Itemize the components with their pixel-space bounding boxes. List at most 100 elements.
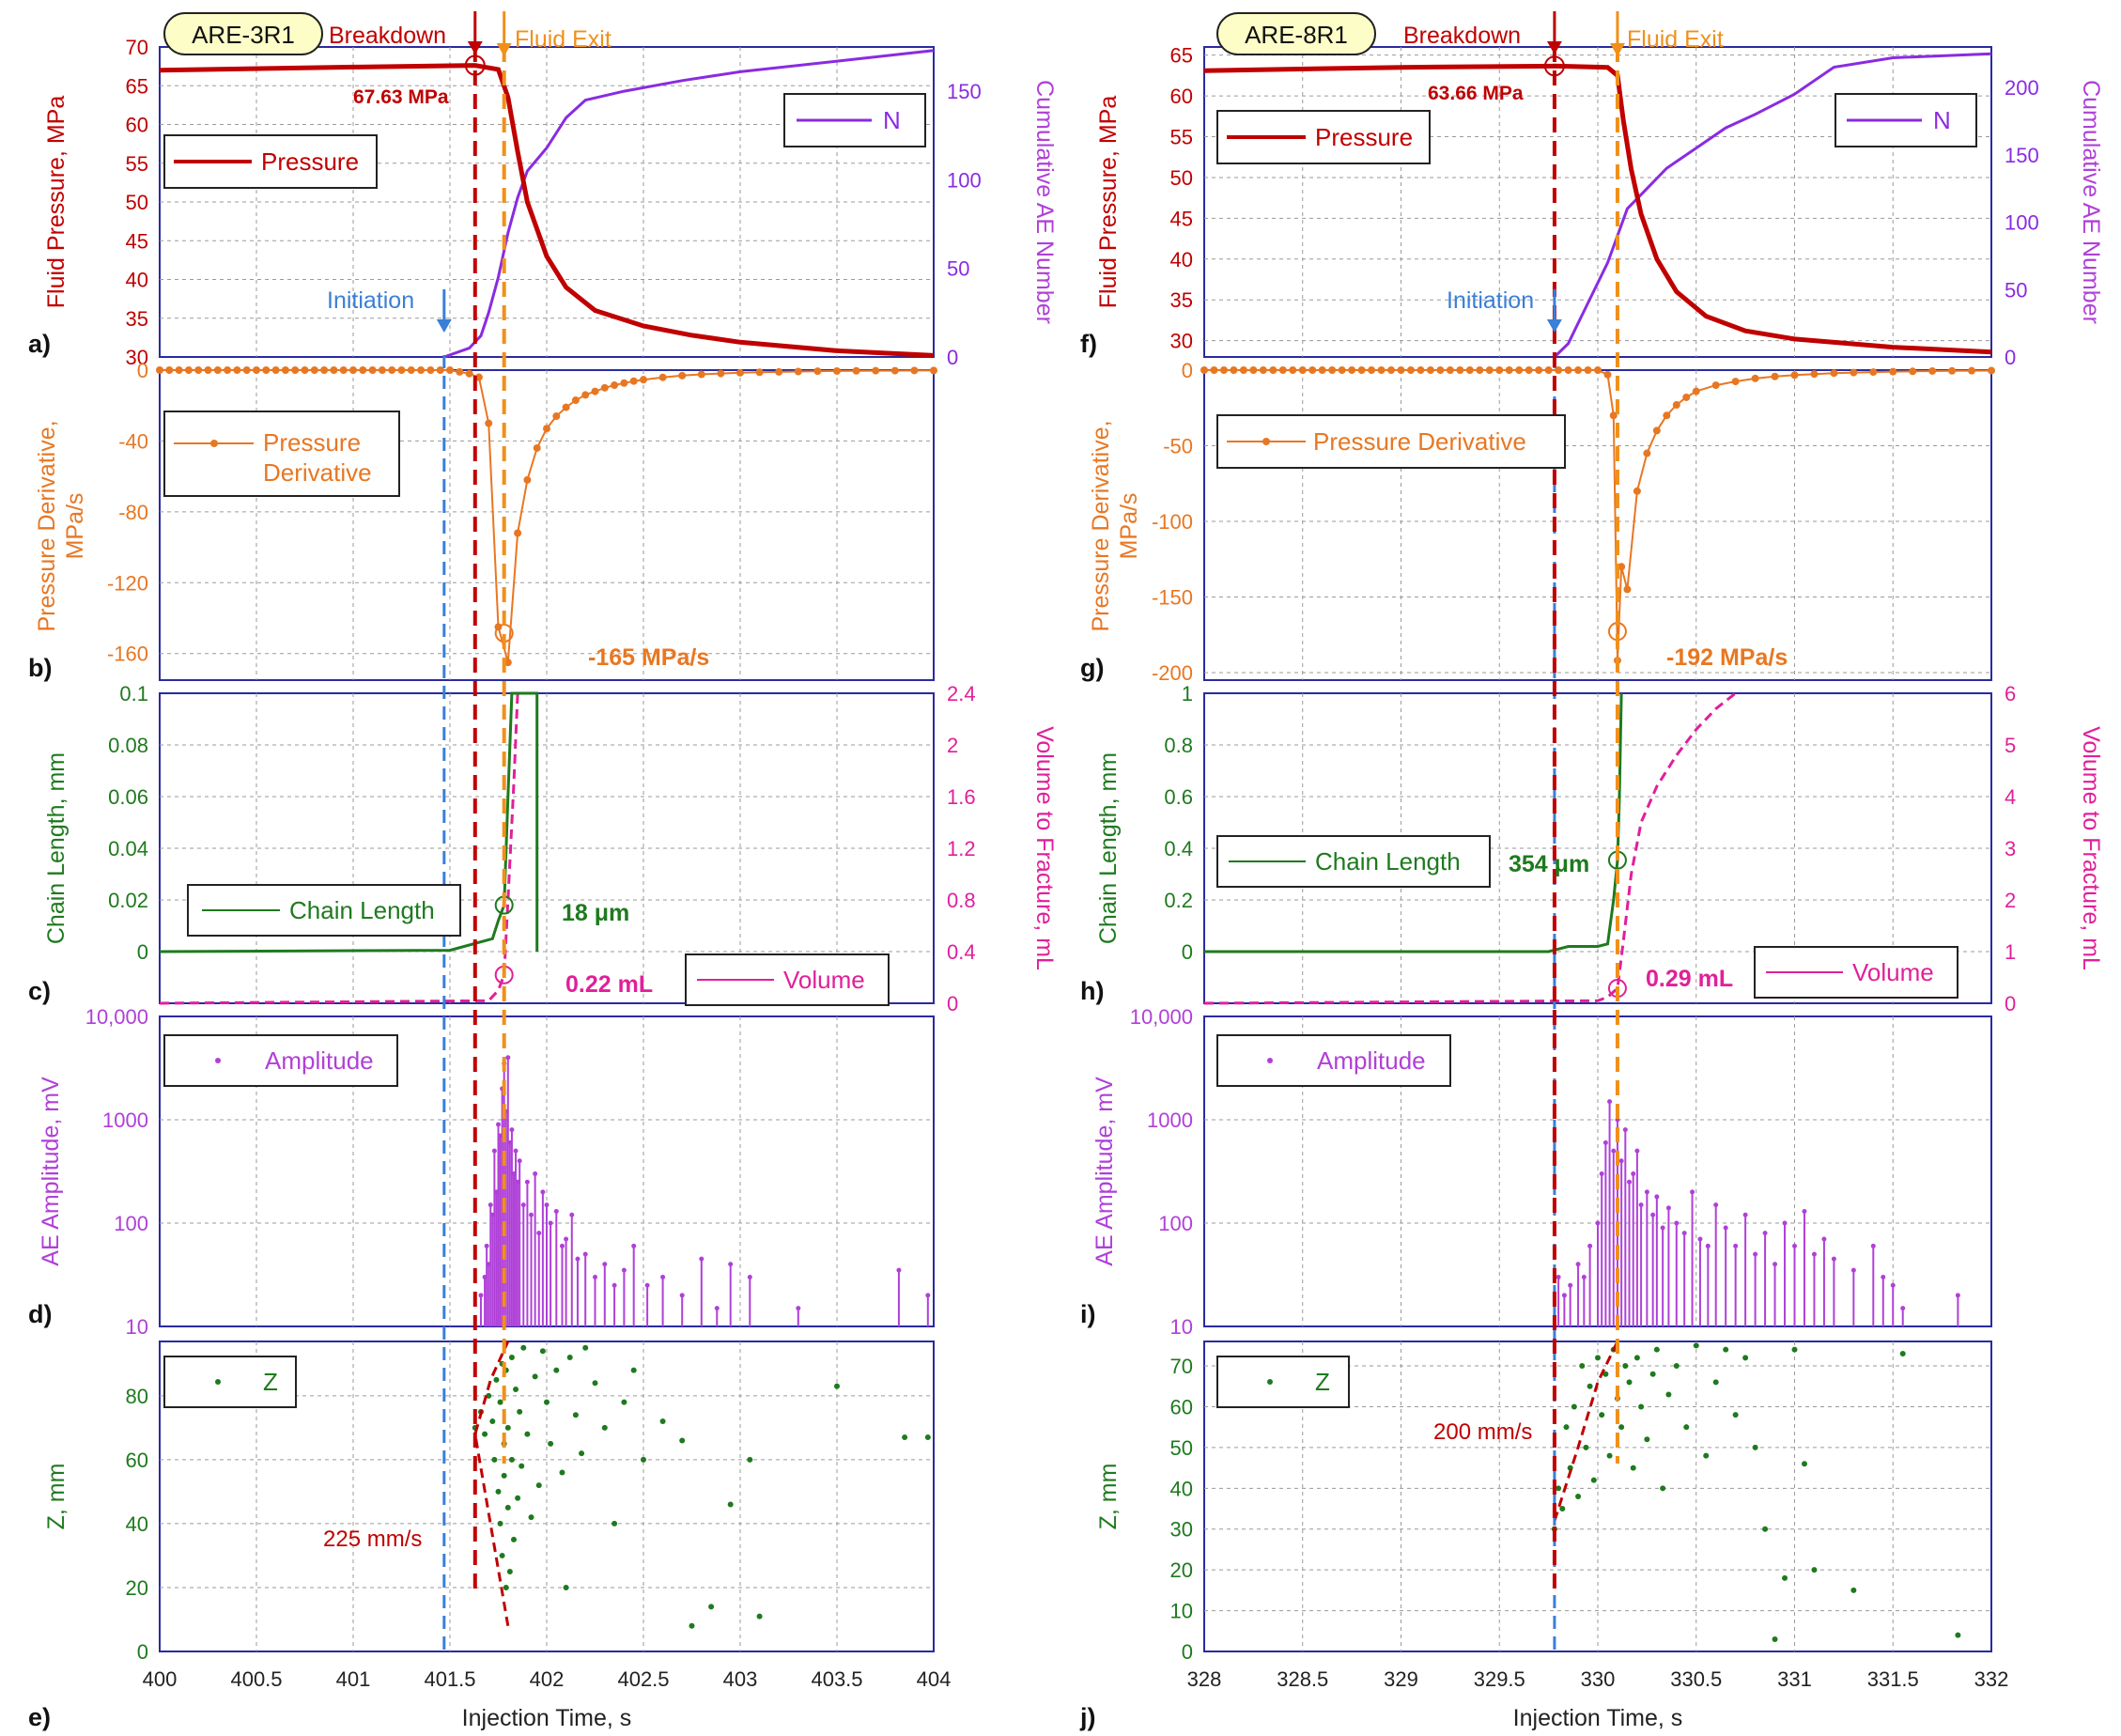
legend-chain-text: Chain Length (289, 896, 435, 924)
y-tick-label: 0.8 (1164, 734, 1193, 757)
amplitude-point (517, 1158, 522, 1164)
z-point (689, 1622, 695, 1629)
grid-lines-left (160, 47, 934, 1651)
panel-letter-f: f) (1080, 330, 1097, 358)
y-tick-label: 1000 (102, 1108, 148, 1132)
derivative-point (1456, 366, 1464, 374)
amplitude-point (1602, 1139, 1608, 1145)
x-tick-label: 329 (1384, 1667, 1418, 1691)
y-tick-label: -120 (107, 571, 148, 595)
amplitude-point (1850, 1267, 1856, 1273)
derivative-point (678, 371, 687, 380)
derivative-point (503, 659, 512, 667)
derivative-point (1230, 366, 1238, 374)
y2-tick-label: 200 (2005, 76, 2039, 100)
amplitude-point (1733, 1243, 1739, 1248)
derivative-point (1210, 366, 1218, 374)
volume-line (1203, 691, 1737, 1005)
y-tick-label: 60 (126, 1449, 148, 1472)
amplitude-point (544, 1202, 550, 1208)
derivative-point (233, 366, 241, 374)
derivative-point (397, 366, 406, 374)
amplitude-point (559, 1243, 565, 1248)
derivative-point (485, 419, 493, 427)
ylabel-amplitude: AE Amplitude, mV (38, 1077, 64, 1266)
volume-label: 0.22 mL (565, 971, 653, 998)
legend-amplitude: Amplitude (1216, 1034, 1451, 1087)
ylabel-chain: Chain Length, mm (43, 752, 70, 944)
z-point (612, 1520, 618, 1527)
amplitude-point (1581, 1275, 1587, 1280)
derivative-point (368, 366, 377, 374)
amplitude-point (488, 1202, 493, 1208)
legend-chain: Chain Length (1216, 835, 1491, 888)
amplitude-point (612, 1282, 617, 1288)
y-tick-label: 10 (126, 1315, 148, 1339)
z-point (482, 1431, 488, 1437)
derivative-point (213, 366, 222, 374)
derivative-point (1495, 366, 1504, 374)
x-tick-label: 400 (143, 1667, 178, 1691)
y-tick-label: 35 (1170, 288, 1193, 312)
y-tick-label: 0.1 (119, 682, 148, 705)
ae-count-line (443, 49, 935, 359)
derivative-point (1278, 366, 1287, 374)
derivative-point (1338, 366, 1346, 374)
amplitude-point (569, 1212, 575, 1217)
amplitude-point (582, 1251, 588, 1257)
z-point (1587, 1383, 1593, 1389)
z-point (1649, 1371, 1656, 1377)
derivative-point (1318, 366, 1326, 374)
y-tick-label: 45 (126, 229, 148, 253)
derivative-point (339, 366, 348, 374)
z-point (902, 1434, 908, 1441)
z-point (582, 1344, 589, 1351)
amplitude-point (1955, 1293, 1960, 1298)
derivative-point (436, 366, 444, 374)
z-point (747, 1456, 753, 1463)
legend-pressure-text: Pressure (1315, 123, 1413, 151)
z-point (506, 1568, 513, 1574)
amplitude-point (1622, 1127, 1628, 1133)
y-tick-label: -200 (1152, 661, 1193, 685)
ylabel-pressure: Fluid Pressure, MPa (43, 96, 70, 309)
z-point (493, 1376, 500, 1383)
z-point (1752, 1444, 1758, 1450)
amplitude-point (714, 1306, 720, 1311)
panel-letter-h: h) (1080, 977, 1104, 1005)
derivative-point (1850, 368, 1858, 377)
fluid-exit-arrow-head (496, 43, 512, 56)
x-tick-label: 402 (530, 1667, 565, 1691)
ylabel-derivative-2: MPa/s (62, 493, 88, 560)
breakdown-label: Breakdown (1403, 23, 1521, 49)
x-tick-label: 329.5 (1474, 1667, 1525, 1691)
amplitude-point (1697, 1236, 1703, 1242)
legend-derivative-text-b: Derivative (263, 458, 372, 487)
amplitude-point (505, 1055, 511, 1061)
z-point (579, 1450, 585, 1457)
derivative-point (1377, 366, 1386, 374)
z-point (1772, 1635, 1778, 1642)
z-point (1703, 1452, 1710, 1459)
amplitude-point (540, 1189, 546, 1195)
y-tick-label: 30 (1170, 330, 1193, 353)
amplitude-point (679, 1293, 685, 1298)
derivative-point (184, 366, 193, 374)
z-point (1791, 1346, 1798, 1353)
derivative-point (1555, 366, 1563, 374)
legend-derivative-text-a: Pressure (263, 428, 361, 457)
derivative-point (1731, 378, 1740, 386)
amplitude-point (1870, 1243, 1876, 1248)
z-point (1712, 1379, 1719, 1386)
y-tick-label: 65 (126, 74, 148, 98)
derivative-point (1387, 366, 1396, 374)
amplitude-point (621, 1267, 627, 1273)
derivative-point (813, 367, 822, 376)
legend-amplitude: Amplitude (163, 1034, 398, 1087)
derivative-point (581, 391, 590, 399)
velocity-fit-line (1553, 1341, 1619, 1522)
derivative-point (533, 443, 541, 452)
y2-tick-label: 1.6 (947, 785, 976, 809)
x-tick-label: 400.5 (230, 1667, 282, 1691)
z-point (1630, 1465, 1636, 1471)
